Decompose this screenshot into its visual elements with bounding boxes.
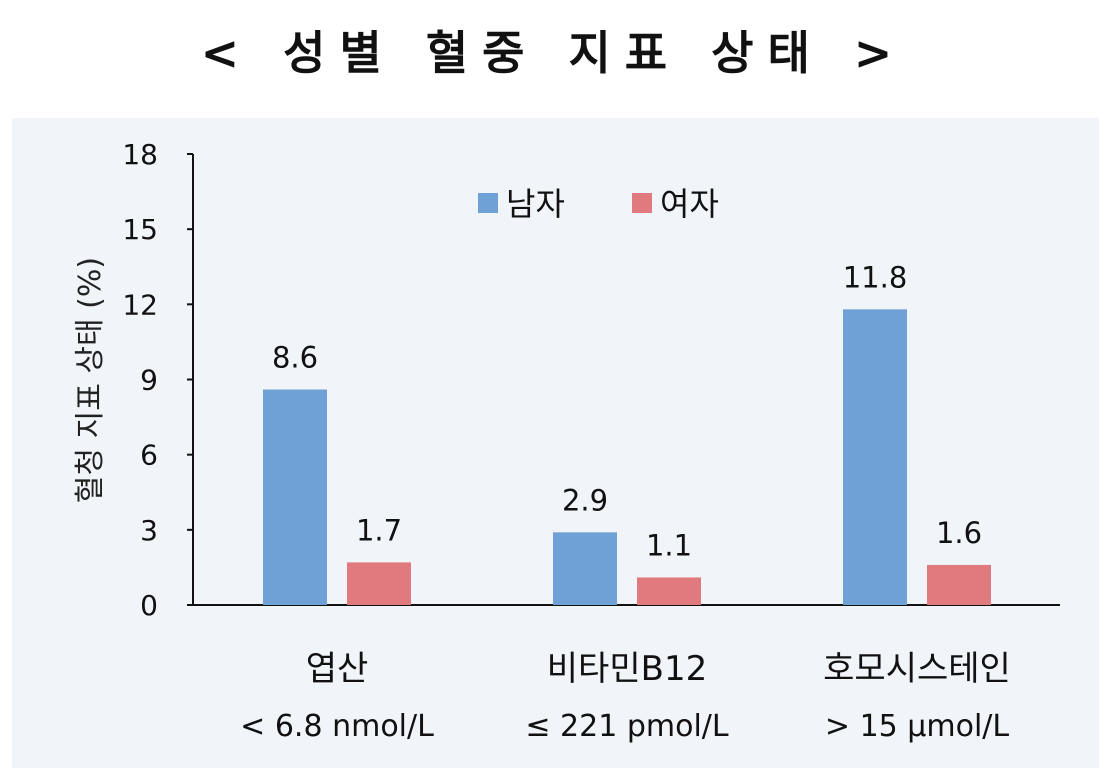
- category-label: 호모시스테인: [823, 649, 1011, 689]
- legend-label: 여자: [660, 185, 719, 223]
- data-label: 1.1: [646, 528, 692, 562]
- y-tick-label: 6: [140, 439, 158, 472]
- bar-female: [347, 562, 411, 605]
- category-sublabel: > 15 μmol/L: [825, 709, 1009, 744]
- bar-female: [637, 577, 701, 605]
- chart-title: < 성별 혈중 지표 상태 >: [200, 26, 907, 80]
- data-label: 1.6: [936, 516, 982, 550]
- legend-swatch: [478, 193, 498, 213]
- y-tick-label: 0: [140, 589, 158, 622]
- data-label: 2.9: [562, 483, 608, 517]
- bar-male: [553, 532, 617, 605]
- category-label: 비타민B12: [547, 649, 707, 689]
- legend-label: 남자: [506, 185, 565, 223]
- category-label: 엽산: [306, 649, 369, 689]
- legend-swatch: [632, 193, 652, 213]
- y-axis-label: 혈청 지표 상태 (%): [73, 257, 108, 503]
- y-tick-label: 15: [122, 213, 158, 246]
- y-tick-label: 9: [140, 364, 158, 397]
- data-label: 8.6: [272, 341, 318, 375]
- bar-male: [263, 389, 327, 605]
- bar-female: [927, 564, 991, 605]
- y-tick-label: 12: [122, 288, 158, 321]
- y-tick-label: 18: [122, 138, 158, 171]
- category-sublabel: < 6.8 nmol/L: [240, 709, 434, 744]
- category-sublabel: ≤ 221 pmol/L: [525, 709, 729, 744]
- data-label: 1.7: [356, 513, 402, 547]
- data-label: 11.8: [843, 260, 908, 294]
- y-tick-label: 3: [140, 514, 158, 547]
- bar-male: [843, 309, 907, 605]
